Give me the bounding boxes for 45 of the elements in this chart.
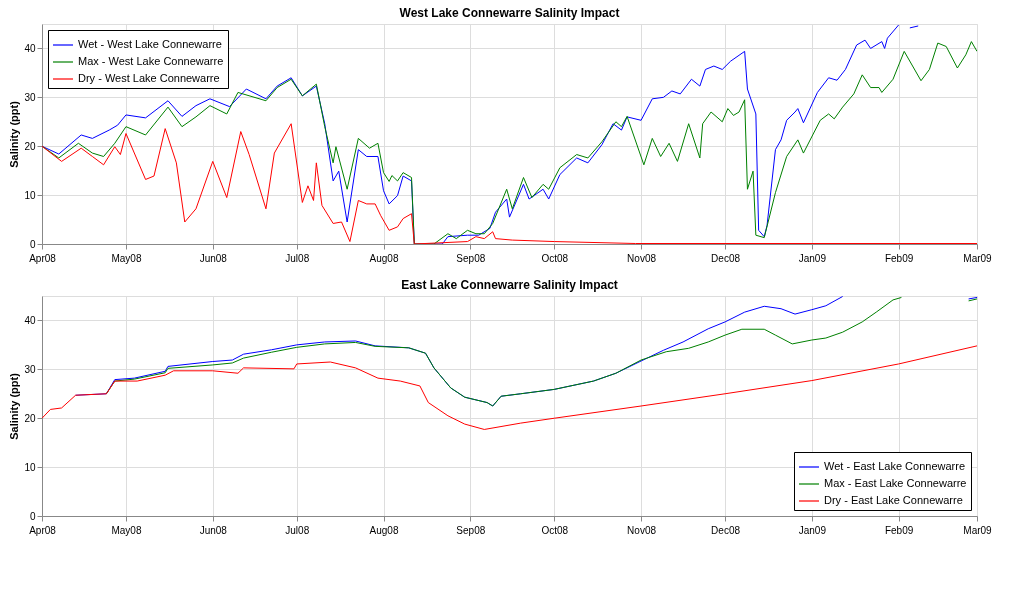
x-tick-label: Apr08 xyxy=(29,252,57,264)
y-tick-label: 40 xyxy=(24,42,36,54)
x-tick-label: Sep08 xyxy=(456,524,486,536)
x-tick-label: Jan09 xyxy=(798,524,827,536)
chart-title: West Lake Connewarre Salinity Impact xyxy=(399,6,620,20)
x-tick-label: Oct08 xyxy=(541,524,569,536)
x-tick-label: May08 xyxy=(111,524,142,536)
x-tick-label: Oct08 xyxy=(541,252,569,264)
x-tick-label: Apr08 xyxy=(29,524,57,536)
x-tick-label: Aug08 xyxy=(369,524,399,536)
legend-label: Dry - East Lake Connewarre xyxy=(824,494,963,506)
y-tick-label: 30 xyxy=(24,363,36,375)
x-tick-label: May08 xyxy=(111,252,142,264)
legend-label: Max - East Lake Connewarre xyxy=(824,477,967,489)
x-tick-label: Nov08 xyxy=(627,252,657,264)
y-tick-label: 30 xyxy=(24,91,36,103)
y-tick-label: 10 xyxy=(24,189,36,201)
x-tick-label: Dec08 xyxy=(711,524,741,536)
y-tick-label: 0 xyxy=(29,238,36,250)
y-tick-label: 10 xyxy=(24,461,36,473)
x-tick-label: Dec08 xyxy=(711,252,741,264)
x-tick-label: Aug08 xyxy=(369,252,399,264)
legend-label: Wet - West Lake Connewarre xyxy=(78,38,222,50)
chart-title: East Lake Connewarre Salinity Impact xyxy=(401,278,618,292)
legend-label: Dry - West Lake Connewarre xyxy=(78,72,220,84)
x-tick-label: Jun08 xyxy=(199,252,228,264)
y-axis-title: Salinity (ppt) xyxy=(8,100,21,168)
x-tick-label: Mar09 xyxy=(963,252,993,264)
x-tick-label: Jun08 xyxy=(199,524,228,536)
x-tick-label: Jan09 xyxy=(798,252,827,264)
legend-label: Max - West Lake Connewarre xyxy=(78,55,224,67)
x-tick-label: Nov08 xyxy=(627,524,657,536)
x-tick-label: Sep08 xyxy=(456,252,486,264)
x-tick-label: Feb09 xyxy=(884,524,914,536)
x-tick-label: Feb09 xyxy=(884,252,914,264)
y-tick-label: 20 xyxy=(24,140,36,152)
x-tick-label: Mar09 xyxy=(963,524,993,536)
x-tick-label: Jul08 xyxy=(285,524,310,536)
y-tick-label: 40 xyxy=(24,314,36,326)
x-tick-label: Jul08 xyxy=(285,252,310,264)
y-axis-title: Salinity (ppt) xyxy=(8,372,21,440)
y-tick-label: 0 xyxy=(29,510,36,522)
y-tick-label: 20 xyxy=(24,412,36,424)
legend-label: Wet - East Lake Connewarre xyxy=(824,460,966,472)
line-series xyxy=(42,345,977,430)
